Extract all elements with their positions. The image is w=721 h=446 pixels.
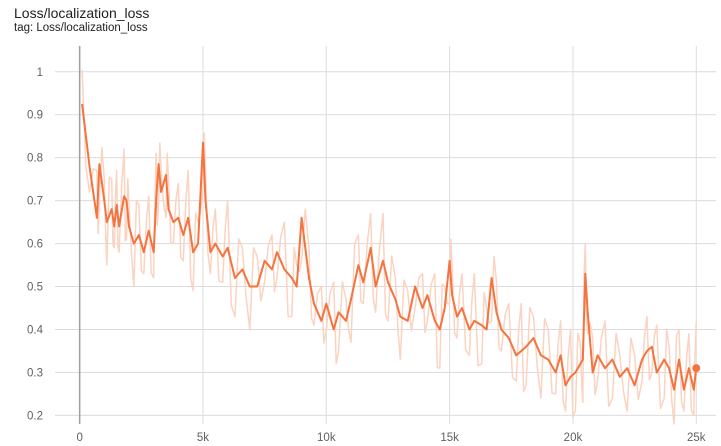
y-tick-label: 1 — [37, 67, 43, 79]
x-tick-label: 5k — [197, 432, 209, 444]
y-tick-label: 0.5 — [27, 282, 43, 294]
y-tick-label: 0.4 — [27, 325, 44, 337]
series-endpoint-point — [692, 364, 701, 373]
y-tick-label: 0.7 — [27, 196, 43, 208]
y-tick-label: 0.2 — [27, 410, 43, 422]
series-line — [81, 103, 698, 391]
grid — [55, 46, 716, 424]
y-tick-label: 0.6 — [27, 239, 43, 251]
x-tick-label: 10k — [317, 432, 336, 444]
chart-title: Loss/localization_loss — [14, 5, 150, 21]
x-tick-label: 20k — [564, 432, 583, 444]
y-tick-label: 0.9 — [27, 110, 43, 122]
y-tick-label: 0.8 — [27, 153, 43, 165]
x-tick-label: 0 — [76, 432, 82, 444]
tick-labels: 0.2 0.3 0.4 0.5 0.6 0.7 0.8 0.9 1 0 5k 10k 15k 20k 25k — [27, 67, 706, 444]
chart-tag: tag: Loss/localization_loss — [14, 22, 148, 34]
raw-series — [81, 69, 698, 425]
x-tick-label: 15k — [440, 432, 459, 444]
y-tick-label: 0.3 — [27, 367, 43, 379]
smoothed-series — [81, 103, 701, 391]
x-tick-label: 25k — [687, 432, 706, 444]
raw-series-line — [81, 69, 698, 425]
